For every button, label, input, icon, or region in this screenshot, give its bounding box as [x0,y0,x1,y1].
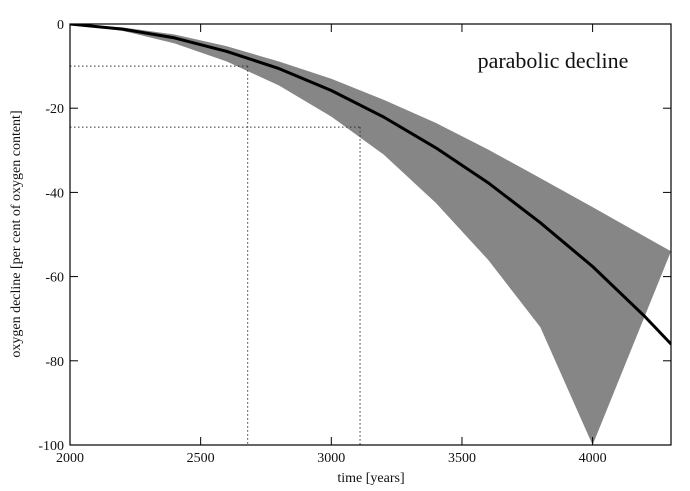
y-tick-label: -40 [45,186,64,201]
central-curve [70,24,671,346]
x-tick-label: 3000 [317,451,345,466]
y-tick-label: -80 [45,355,64,370]
plot-frame [69,23,672,446]
y-tick-label: 0 [57,18,64,33]
x-tick-label: 4000 [579,451,607,466]
annotation-text: parabolic decline [478,48,629,73]
central-line [70,24,671,346]
uncertainty-band [70,24,671,445]
x-axis-label: time [years] [337,471,404,486]
x-tick-label: 2500 [187,451,215,466]
axis-ticks: 2000 2500 3000 3500 4000 0 -20 -40 -60 -80 -100 [38,18,671,466]
y-tick-label: -60 [45,271,64,286]
y-tick-label: -20 [45,102,64,117]
x-tick-label: 3500 [448,451,476,466]
reference-lines [70,65,361,445]
y-axis-label: oxygen decline [per cent of oxygen conte… [9,110,24,357]
x-tick-label: 2000 [56,451,84,466]
band-area [70,24,671,445]
y-tick-label: -100 [38,439,64,454]
